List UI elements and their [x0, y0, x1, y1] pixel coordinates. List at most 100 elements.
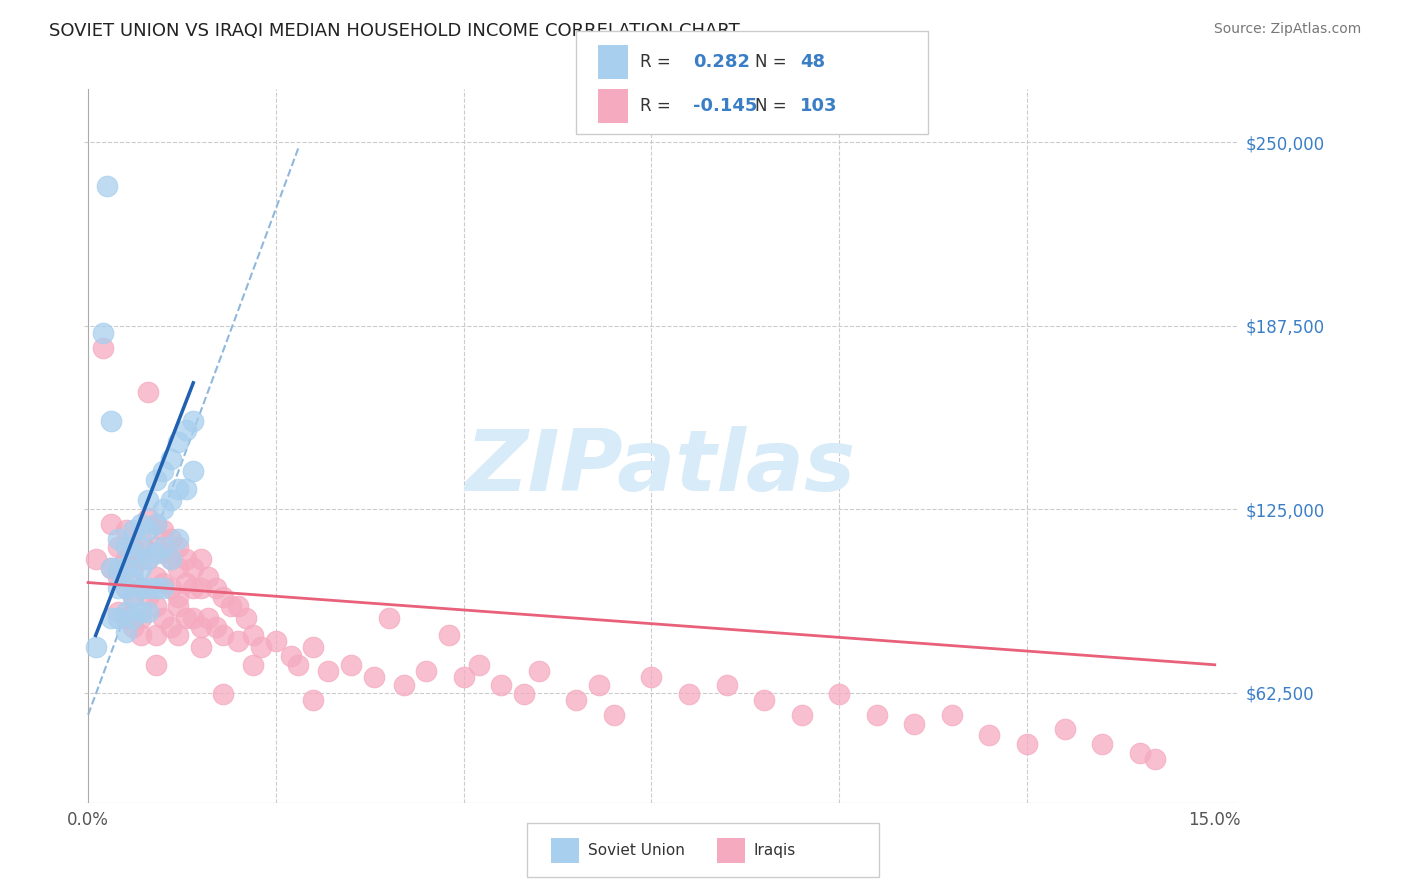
Point — [145, 657, 167, 672]
Point — [159, 532, 181, 546]
Point — [752, 693, 775, 707]
Point — [100, 414, 122, 428]
Point — [91, 326, 114, 340]
Point — [122, 611, 145, 625]
Point — [513, 687, 536, 701]
Point — [145, 582, 167, 596]
Point — [129, 541, 152, 555]
Point — [100, 516, 122, 531]
Point — [377, 611, 399, 625]
Point — [122, 546, 145, 560]
Point — [122, 591, 145, 605]
Point — [174, 552, 197, 566]
Point — [129, 516, 152, 531]
Text: 48: 48 — [800, 53, 825, 70]
Text: Source: ZipAtlas.com: Source: ZipAtlas.com — [1213, 22, 1361, 37]
Point — [280, 648, 302, 663]
Point — [979, 728, 1001, 742]
Point — [228, 599, 250, 613]
Point — [129, 605, 152, 619]
Point — [122, 591, 145, 605]
Point — [107, 532, 129, 546]
Point — [107, 605, 129, 619]
Point — [181, 582, 204, 596]
Point — [136, 591, 159, 605]
Point — [640, 669, 662, 683]
Text: 0.282: 0.282 — [693, 53, 751, 70]
Point — [264, 634, 287, 648]
Point — [159, 582, 181, 596]
Point — [129, 552, 152, 566]
Point — [437, 628, 460, 642]
Point — [152, 523, 174, 537]
Point — [107, 611, 129, 625]
Text: Iraqis: Iraqis — [754, 843, 796, 857]
Point — [190, 619, 212, 633]
Point — [415, 664, 437, 678]
Point — [145, 516, 167, 531]
Point — [136, 384, 159, 399]
Point — [866, 707, 889, 722]
Point — [228, 634, 250, 648]
Point — [340, 657, 363, 672]
Point — [242, 657, 264, 672]
Point — [129, 611, 152, 625]
Point — [152, 502, 174, 516]
Point — [136, 493, 159, 508]
Point — [107, 582, 129, 596]
Point — [129, 628, 152, 642]
Point — [1091, 737, 1114, 751]
Point — [941, 707, 963, 722]
Point — [114, 611, 136, 625]
Point — [114, 552, 136, 566]
Point — [100, 561, 122, 575]
Point — [1053, 723, 1076, 737]
Point — [903, 716, 925, 731]
Point — [107, 561, 129, 575]
Point — [167, 599, 190, 613]
Point — [181, 611, 204, 625]
Point — [136, 552, 159, 566]
Point — [107, 570, 129, 584]
Point — [136, 523, 159, 537]
Point — [212, 591, 235, 605]
Point — [212, 628, 235, 642]
Text: 103: 103 — [800, 97, 838, 115]
Point — [1143, 752, 1166, 766]
Point — [145, 541, 167, 555]
Point — [174, 423, 197, 437]
Point — [100, 561, 122, 575]
Point — [100, 611, 122, 625]
Point — [302, 640, 325, 655]
Point — [235, 611, 257, 625]
Point — [678, 687, 700, 701]
Point — [152, 464, 174, 478]
Point — [828, 687, 851, 701]
Point — [152, 546, 174, 560]
Point — [96, 179, 118, 194]
Point — [197, 570, 219, 584]
Point — [716, 678, 738, 692]
Point — [197, 611, 219, 625]
Point — [84, 552, 107, 566]
Point — [318, 664, 340, 678]
Point — [159, 619, 181, 633]
Point — [145, 628, 167, 642]
Point — [129, 582, 152, 596]
Point — [174, 482, 197, 496]
Point — [181, 414, 204, 428]
Point — [392, 678, 415, 692]
Point — [114, 582, 136, 596]
Text: Soviet Union: Soviet Union — [588, 843, 685, 857]
Point — [114, 605, 136, 619]
Point — [565, 693, 588, 707]
Point — [136, 552, 159, 566]
Point — [129, 532, 152, 546]
Point — [122, 561, 145, 575]
Point — [84, 640, 107, 655]
Point — [167, 628, 190, 642]
Point — [302, 693, 325, 707]
Point — [790, 707, 813, 722]
Point — [159, 552, 181, 566]
Point — [114, 541, 136, 555]
